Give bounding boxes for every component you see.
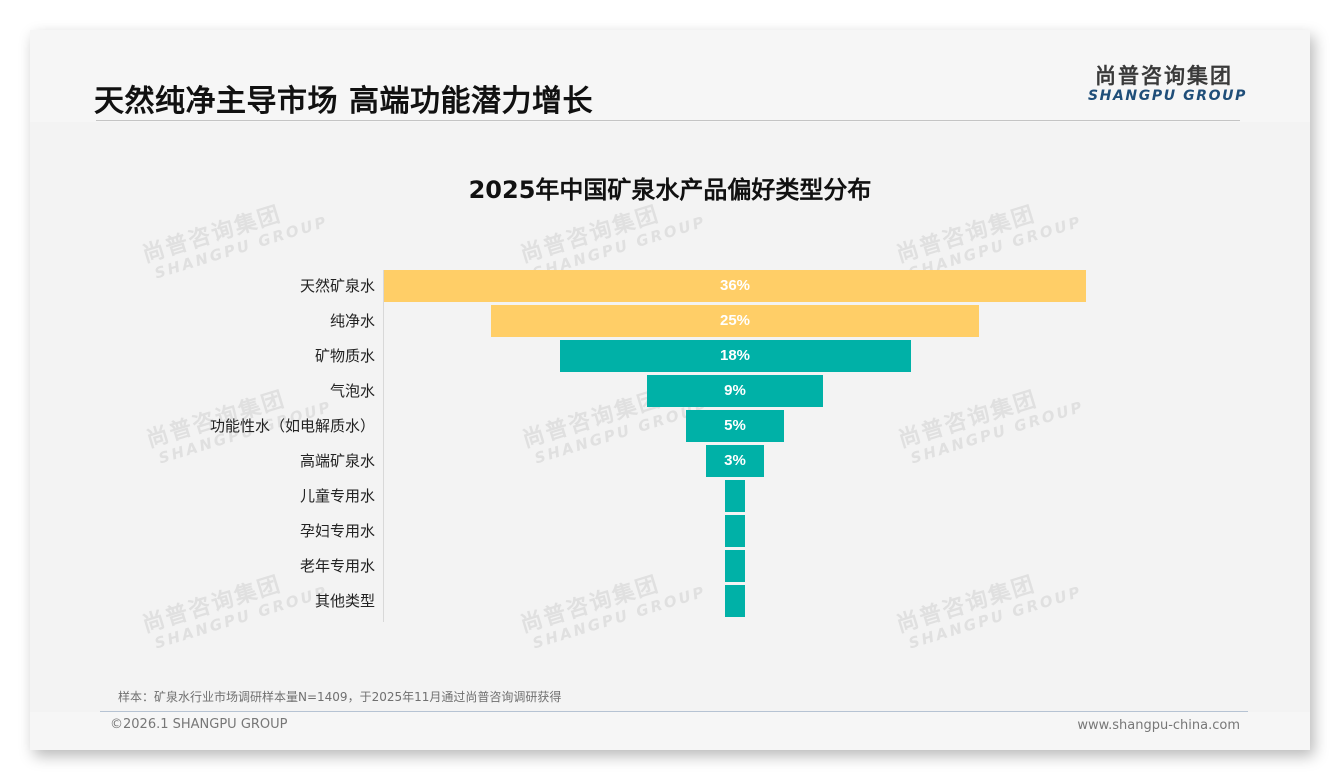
- category-label: 矿物质水: [314, 347, 375, 365]
- category-label: 气泡水: [329, 382, 375, 400]
- funnel-bar: [725, 480, 745, 512]
- copyright: ©2026.1 SHANGPU GROUP: [110, 717, 288, 732]
- funnel-bar: 36%: [384, 270, 1086, 302]
- funnel-row: 其他类型: [30, 585, 1310, 617]
- logo-cn-text: 尚普咨询集团: [1095, 64, 1233, 88]
- title-divider: [96, 120, 1240, 121]
- funnel-row: 老年专用水: [30, 550, 1310, 582]
- funnel-bar: 9%: [647, 375, 823, 407]
- funnel-bar: 5%: [686, 410, 784, 442]
- category-label: 纯净水: [329, 312, 375, 330]
- header-band: [30, 30, 1310, 122]
- category-label: 其他类型: [314, 592, 375, 610]
- funnel-row: 儿童专用水: [30, 480, 1310, 512]
- funnel-bar: [725, 515, 745, 547]
- page-title: 天然纯净主导市场 高端功能潜力增长: [94, 84, 593, 119]
- funnel-row: 纯净水 25%: [30, 305, 1310, 337]
- funnel-row: 孕妇专用水: [30, 515, 1310, 547]
- funnel-bar: [725, 585, 745, 617]
- category-label: 老年专用水: [299, 557, 375, 575]
- category-axis-line: [383, 270, 384, 622]
- funnel-row: 天然矿泉水 36%: [30, 270, 1310, 302]
- category-label: 儿童专用水: [299, 487, 375, 505]
- category-label: 孕妇专用水: [299, 522, 375, 540]
- funnel-bar: [725, 550, 745, 582]
- category-label: 功能性水（如电解质水）: [209, 417, 375, 435]
- chart-title: 2025年中国矿泉水产品偏好类型分布: [468, 176, 872, 204]
- website-link: www.shangpu-china.com: [1077, 718, 1240, 733]
- company-logo: 尚普咨询集团 SHANGPU GROUP: [1088, 64, 1247, 104]
- funnel-row: 功能性水（如电解质水） 5%: [30, 410, 1310, 442]
- category-label: 天然矿泉水: [299, 277, 375, 295]
- funnel-bar: 3%: [705, 445, 765, 477]
- funnel-bar: 18%: [559, 340, 911, 372]
- footer-band: [30, 712, 1310, 750]
- logo-en-text: SHANGPU GROUP: [1088, 88, 1247, 104]
- sample-note: 样本：矿泉水行业市场调研样本量N=1409，于2025年11月通过尚普咨询调研获…: [118, 690, 562, 704]
- funnel-row: 高端矿泉水 3%: [30, 445, 1310, 477]
- funnel-row: 气泡水 9%: [30, 375, 1310, 407]
- footer-divider: [100, 711, 1248, 712]
- category-label: 高端矿泉水: [299, 452, 375, 470]
- funnel-row: 矿物质水 18%: [30, 340, 1310, 372]
- slide: 尚普咨询集团 SHANGPU GROUP 尚普咨询集团 SHANGPU GROU…: [30, 30, 1310, 750]
- funnel-bar: 25%: [491, 305, 979, 337]
